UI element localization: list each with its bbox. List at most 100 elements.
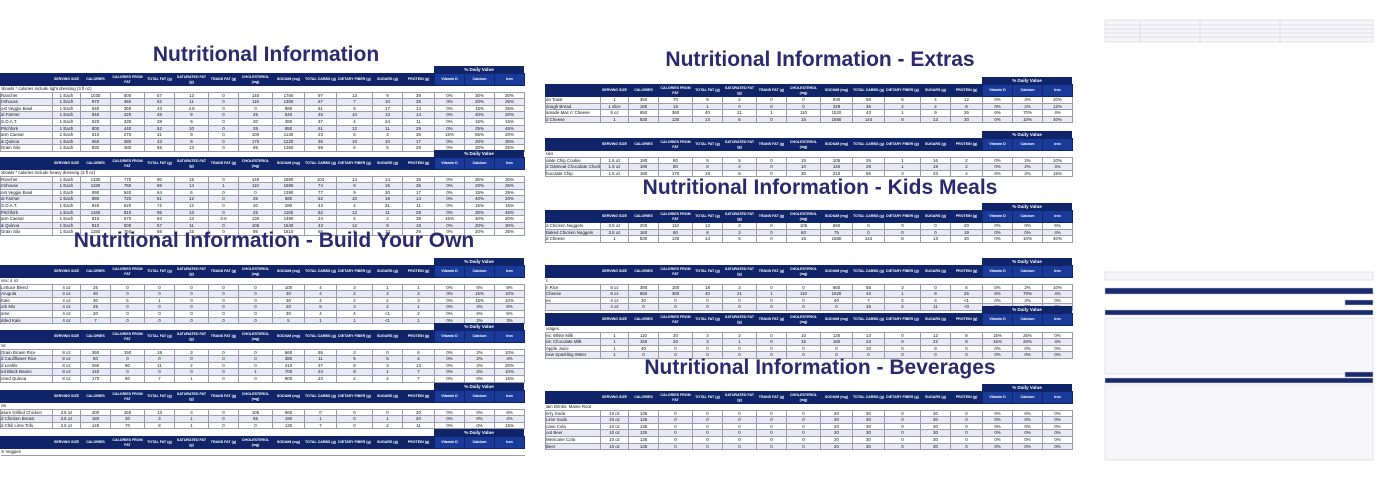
cell: 4 oz — [52, 290, 81, 298]
cell: 25% — [494, 182, 525, 190]
cell: 10 — [336, 195, 373, 203]
cell: 280 — [272, 201, 305, 210]
cell: 11 — [372, 208, 403, 217]
cell: 10% — [494, 296, 525, 305]
cell: 18 — [402, 221, 435, 230]
header-cell: TOTAL CARBS (g) — [304, 390, 337, 403]
cell: 2 — [372, 296, 403, 305]
cell: 3 — [884, 283, 921, 292]
cell: 3 — [722, 228, 757, 237]
data-row: al Farmer 1 Each 640 420 48 9 0 25 540 45 10 13 14 0%… — [0, 111, 525, 119]
cell: 0 — [692, 409, 723, 418]
cell: 360 — [658, 109, 693, 117]
cell: 930 — [820, 96, 853, 104]
section-row: s — [545, 277, 1073, 285]
data-row: amade Mac n' Cheese 8 oz 650 360 40 21 1 110 152… — [545, 109, 1073, 117]
cell: 28 — [852, 163, 885, 171]
header-cell: CALORIES FROM FAT — [110, 390, 145, 403]
item-name: cane Cola — [545, 422, 601, 431]
cell: 640 — [80, 104, 111, 113]
header-cell — [0, 73, 53, 86]
cell: 0% — [1012, 344, 1043, 353]
cell: 0 — [950, 442, 983, 451]
header-cell: TOTAL CARBS (g) — [852, 265, 885, 278]
cell: 43 — [852, 109, 885, 117]
cell: 0 — [144, 368, 175, 376]
cell: 1190 — [80, 182, 111, 190]
cell: 2 — [722, 331, 757, 340]
cell: 6% — [982, 290, 1013, 298]
cell: 620 — [110, 201, 145, 210]
header-cell: Calcium — [464, 73, 495, 86]
cell: 0 — [722, 296, 757, 305]
data-row: & Quinoa 1 Each 810 500 57 11 0 105 1540 43 12 8 18 0… — [0, 221, 525, 230]
table: SERVING SIZE CALORIES CALORIES FROM FAT TOT… — [545, 265, 1073, 311]
header-cell: TOTAL FAT (g) — [144, 330, 175, 343]
section-label: ens: 4 oz — [0, 277, 525, 285]
item-name: Pitchfork — [0, 124, 53, 133]
cell: 6% — [982, 109, 1013, 117]
item-name: amade Mac n' Cheese — [545, 109, 601, 117]
header-cell: CALORIES — [80, 157, 111, 170]
cell: 0 — [884, 435, 921, 444]
header-cell: DIETARY FIBER (g) — [884, 313, 921, 326]
header-cell: Calcium — [464, 436, 495, 449]
data-row: Mexicane Cola 10 oz 135 0 0 0 0 0 20 30 0 30 0 0% 0% 0% — [545, 435, 1073, 444]
data-row: arm Caesar 1 Each 810 570 63 13 0.5 130 1490 24 6 3… — [0, 215, 525, 223]
cell: 0% — [434, 175, 465, 184]
cell: 25 — [238, 124, 273, 133]
header-cell: TOTAL FAT (g) — [692, 313, 723, 326]
header-cell: SATURATED FAT (g) — [722, 391, 757, 404]
header-cell: Vitamin D — [434, 436, 465, 449]
data-row: Grain Brown Rice 8 oz 390 150 18 3 0 0 660 55 3 0 6 0… — [0, 348, 525, 357]
cell: 10 oz — [600, 422, 629, 431]
item-name: nic Chocolate Milk — [545, 338, 601, 346]
header-cell: Vitamin D — [434, 390, 465, 403]
cell: 6% — [494, 309, 525, 318]
cell: 0% — [434, 104, 465, 113]
cell: 1 Each — [52, 221, 81, 230]
cell: 0 — [208, 374, 239, 383]
cell: 6 — [722, 235, 757, 243]
cell: 25% — [494, 104, 525, 113]
cell: 0 — [336, 408, 373, 417]
cell: 500 — [110, 91, 145, 100]
cell: 5 — [110, 296, 145, 305]
cell: 4% — [464, 303, 495, 311]
header-cell: DIETARY FIBER (g) — [336, 157, 373, 170]
cell: 2 — [402, 309, 435, 318]
cell: 0 — [756, 283, 787, 292]
header-cell: SUGARS (g) — [372, 73, 403, 86]
cell: 13 — [402, 361, 435, 370]
section-row: nbowls * calories include heavy dressing… — [0, 169, 525, 177]
cell: 110 — [238, 182, 273, 190]
cell: 390 — [80, 348, 111, 357]
cell: 150 — [658, 283, 693, 292]
cell: 1680 — [820, 235, 853, 243]
cell: 144 — [852, 235, 885, 243]
header-row: SERVING SIZE CALORIES CALORIES FROM FAT TOT… — [0, 390, 525, 403]
header-cell: SERVING SIZE — [52, 265, 81, 278]
cell: 6% — [494, 303, 525, 311]
cell: 0% — [1042, 331, 1073, 340]
cell: 13 — [174, 215, 209, 223]
header-cell: TOTAL FAT (g) — [692, 84, 723, 97]
cell: 0% — [982, 96, 1013, 104]
data-row: rmhouse 1 Each 1190 760 86 14 1 110 1580 74 8 15 35 0… — [0, 182, 525, 190]
cell: 135 — [628, 422, 659, 431]
data-row: es 4 oz 30 0 0 0 0 0 40 7 2 3 <1 0% 2% 0% — [545, 296, 1073, 305]
cell: 40% — [1042, 235, 1073, 243]
cell: 55 — [304, 348, 337, 357]
cell: 30 — [272, 296, 305, 305]
data-row: Rancher 1 Each 1030 500 57 13 0 140 1760 97 13 9 39 0… — [0, 91, 525, 100]
cell: 0 — [238, 188, 273, 197]
section-row: erages — [545, 325, 1073, 333]
cell: 18 — [144, 348, 175, 357]
cell: 30% — [494, 91, 525, 100]
cell: 0 — [174, 368, 209, 376]
cell: 6% — [1042, 222, 1073, 230]
cell: 20% — [1012, 338, 1043, 346]
cell: 180 — [80, 415, 111, 423]
cell: 0 — [208, 221, 239, 230]
